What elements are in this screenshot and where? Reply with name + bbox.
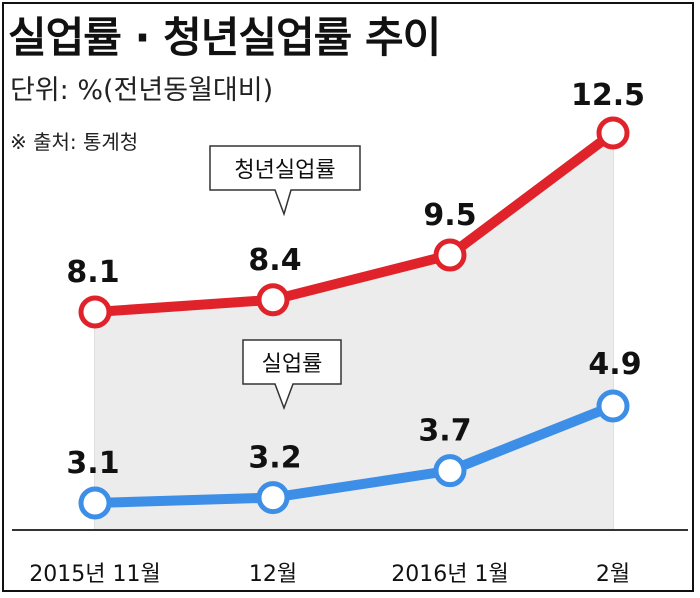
source-note: ※ 출처: 통계청: [10, 130, 139, 154]
series-callout: 청년실업률: [209, 145, 361, 217]
x-tick-label: 2016년 1월: [391, 562, 508, 587]
data-point: [78, 295, 112, 329]
series-layer: 8.1 8.4 9.5 12.5 3.1 3.2 3.7 4.9: [66, 78, 645, 520]
data-point: [433, 238, 467, 272]
series-callout: 실업률: [242, 339, 342, 411]
data-point: [433, 454, 467, 488]
x-tick-label: 2월: [596, 562, 630, 587]
data-label: 4.9: [588, 347, 641, 382]
x-tick-label: 2015년 11월: [29, 562, 160, 587]
data-label: 3.7: [418, 414, 471, 449]
callout-box: [209, 145, 361, 217]
series-youth-unemployment: 8.1 8.4 9.5 12.5: [66, 78, 645, 329]
data-label: 8.4: [248, 243, 301, 278]
data-label: 3.2: [248, 441, 301, 476]
chart-frame: [2, 2, 694, 592]
series-unemployment: 3.1 3.2 3.7 4.9: [66, 347, 642, 520]
series-line: [90, 401, 618, 508]
x-tick-label: 12월: [249, 562, 297, 587]
data-point: [596, 389, 630, 423]
data-label: 3.1: [66, 446, 119, 481]
callout-label: 청년실업률: [234, 158, 335, 183]
data-label: 12.5: [571, 78, 645, 113]
series-line: [90, 128, 618, 317]
callout-label: 실업률: [262, 352, 323, 377]
data-point: [256, 481, 290, 515]
chart-title: 실업률 · 청년실업률 추이: [8, 13, 441, 62]
data-point: [596, 116, 630, 150]
callout-box: [242, 339, 342, 411]
data-label: 9.5: [423, 198, 476, 233]
data-point: [256, 283, 290, 317]
data-label: 8.1: [66, 255, 119, 290]
unit-note: 단위: %(전년동월대비): [10, 75, 274, 106]
data-point: [78, 486, 112, 520]
x-axis-ticks: 2015년 11월 12월 2016년 1월 2월: [29, 562, 630, 587]
